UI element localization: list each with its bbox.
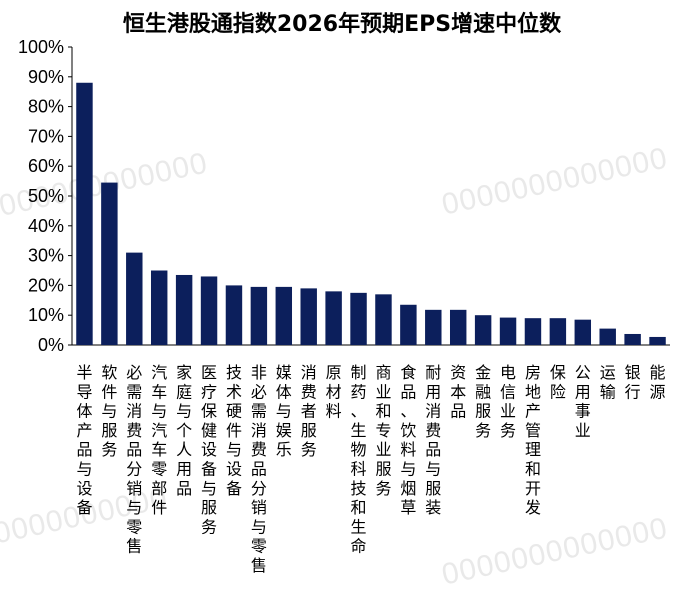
bar [599, 328, 616, 345]
bar [649, 336, 666, 345]
bar [126, 252, 143, 345]
y-tick-label: 30% [28, 246, 64, 266]
bar [375, 294, 392, 345]
x-tick-label: 媒体与娱乐 [276, 363, 292, 459]
x-tick-label: 消费者服务 [301, 363, 317, 459]
y-tick-label: 80% [28, 97, 64, 117]
x-tick-label: 汽车与汽车零部件 [151, 363, 167, 517]
x-tick-label: 原材料 [326, 363, 342, 421]
y-axis: 0% 10% 20% 30% 40% 50% 60% 70% 80% 90% 100% [18, 37, 670, 355]
bar [425, 309, 442, 345]
x-tick-label: 银行 [625, 363, 641, 401]
bar [624, 333, 641, 345]
bar [499, 317, 517, 345]
x-tick-label: 房地产管理和开发 [525, 363, 541, 517]
bar [350, 292, 367, 345]
y-tick-label: 70% [28, 126, 64, 146]
x-tick-label: 非必需消费品分销与零售 [251, 363, 267, 575]
x-tick-label: 商业和专业服务 [375, 363, 391, 498]
bar [225, 285, 243, 345]
x-tick-label: 能源 [650, 363, 666, 401]
x-tick-label: 家庭与个人用品 [176, 363, 192, 498]
x-tick-label: 制药、生物科技和生命 [351, 363, 367, 556]
bar [574, 319, 592, 345]
x-tick-label: 耐用消费品与服装 [425, 363, 441, 517]
bar [101, 182, 118, 345]
x-tick-label: 软件与服务 [101, 363, 117, 459]
x-tick-label: 半导体产品与设备 [76, 363, 92, 517]
bar [449, 309, 467, 345]
x-tick-label: 电信业务 [500, 363, 516, 440]
bar [474, 315, 492, 345]
bar [150, 270, 168, 345]
bar [300, 288, 317, 345]
x-tick-label: 技术硬件与设备 [226, 363, 242, 498]
bar [175, 274, 193, 345]
y-tick-label: 60% [28, 156, 64, 176]
y-tick-label: 90% [28, 67, 64, 87]
bar [275, 286, 293, 345]
y-tick-label: 50% [28, 186, 64, 206]
bar [325, 291, 342, 345]
x-tick-label: 公用事业 [575, 363, 591, 440]
bar [549, 318, 567, 345]
x-tick-label: 食品、饮料与烟草 [400, 363, 416, 517]
bar [400, 304, 417, 345]
y-tick-label: 10% [28, 305, 64, 325]
y-tick-label: 20% [28, 275, 64, 295]
bar [200, 276, 218, 345]
y-tick-label: 40% [28, 216, 64, 236]
x-tick-label: 必需消费品分销与零售 [126, 363, 142, 556]
x-tick-label: 资本品 [450, 363, 466, 421]
x-tick-label: 运输 [600, 363, 616, 401]
x-tick-label: 金融服务 [475, 363, 491, 440]
y-tick-label: 100% [18, 37, 64, 57]
x-axis-labels: 半导体产品与设备软件与服务必需消费品分销与零售汽车与汽车零部件家庭与个人用品医疗… [76, 363, 665, 575]
bar [76, 82, 93, 345]
x-tick-label: 保险 [550, 363, 566, 401]
x-tick-label: 医疗保健设备与服务 [201, 363, 217, 536]
bar [250, 286, 268, 345]
y-tick-label: 0% [38, 335, 64, 355]
bars-group [76, 82, 666, 345]
bar [524, 318, 542, 345]
chart-title: 恒生港股通指数2026年预期EPS增速中位数 [122, 12, 562, 37]
